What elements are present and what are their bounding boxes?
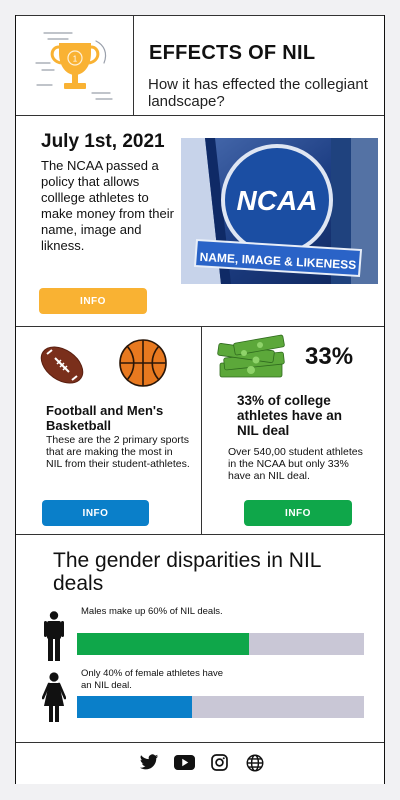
instagram-icon[interactable] bbox=[211, 754, 228, 771]
trophy-icon: 1 bbox=[35, 32, 113, 100]
divider-2 bbox=[16, 326, 384, 327]
infographic-card: 1 EFFECTS OF NIL How it has effected the… bbox=[15, 15, 385, 784]
stats-text: Over 540,00 student athletes in the NCAA… bbox=[228, 446, 363, 482]
stats-title: 33% of college athletes have an NIL deal bbox=[237, 393, 343, 438]
header-divider bbox=[133, 15, 134, 115]
divider-3 bbox=[16, 534, 384, 535]
male-text: Males make up 60% of NIL deals. bbox=[81, 606, 223, 617]
basketball-icon bbox=[119, 339, 167, 387]
ncaa-image: NCAA NAME, IMAGE & LIKENESS bbox=[181, 138, 378, 284]
stats-info-button[interactable]: INFO bbox=[244, 500, 352, 526]
svg-text:1: 1 bbox=[73, 55, 78, 64]
policy-text: The NCAA passed a policy that allows col… bbox=[41, 158, 174, 253]
divider-1 bbox=[16, 115, 384, 116]
sports-title: Football and Men's Basketball bbox=[46, 403, 164, 433]
female-text: Only 40% of female athletes have an NIL … bbox=[81, 668, 224, 691]
policy-info-button[interactable]: INFO bbox=[39, 288, 147, 314]
top-border bbox=[16, 15, 384, 16]
money-icon bbox=[217, 334, 285, 378]
football-icon bbox=[40, 346, 84, 384]
policy-date: July 1st, 2021 bbox=[41, 131, 165, 152]
female-progress-fill bbox=[77, 696, 192, 718]
globe-icon[interactable] bbox=[246, 754, 264, 772]
stat-percent: 33% bbox=[305, 343, 354, 370]
middle-divider bbox=[201, 326, 202, 534]
male-progress-fill bbox=[77, 633, 250, 655]
ncaa-logo-text: NCAA bbox=[237, 185, 318, 216]
male-progress-bar bbox=[77, 633, 364, 655]
sports-info-button[interactable]: INFO bbox=[42, 500, 149, 526]
sports-text: These are the 2 primary sports that are … bbox=[46, 434, 190, 470]
youtube-icon[interactable] bbox=[174, 755, 195, 770]
page-subtitle: How it has effected the collegiant lands… bbox=[148, 76, 368, 110]
female-icon bbox=[42, 672, 66, 722]
gender-title: The gender disparities in NIL deals bbox=[53, 549, 321, 595]
page-title: EFFECTS OF NIL bbox=[149, 42, 316, 64]
male-icon bbox=[44, 611, 64, 661]
divider-4 bbox=[16, 742, 384, 743]
twitter-icon[interactable] bbox=[139, 754, 159, 771]
female-progress-bar bbox=[77, 696, 364, 718]
